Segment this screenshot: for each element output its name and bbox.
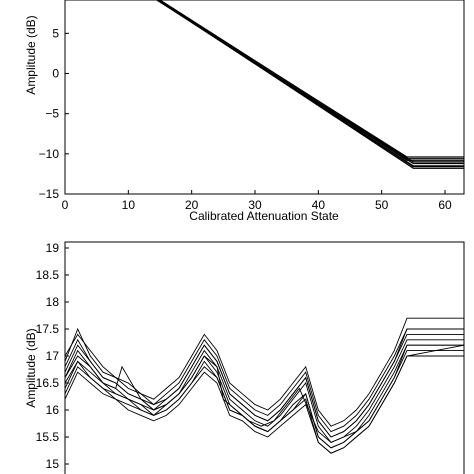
x-tick-label: 10 (122, 198, 136, 212)
y-tick-label: 16 (46, 403, 60, 417)
x-tick-label: 20 (185, 198, 199, 212)
top-x-ticks: 0 10 20 30 40 50 60 (62, 190, 452, 212)
top-x-axis-label: Calibrated Attenuation State (189, 209, 339, 223)
top-plot-area (64, 0, 465, 195)
series-line-10 (64, 344, 464, 449)
top-chart: 0 10 20 30 40 50 60 −15 −10 −5 0 5 Calibrated Atte… (24, 0, 465, 223)
y-tick-label: 17.5 (36, 322, 60, 336)
top-y-axis-label: Amplitude (dB) (24, 15, 38, 94)
bottom-plot-area (64, 241, 465, 474)
series-line-8 (155, 0, 464, 168)
y-tick-label: 17 (46, 349, 60, 363)
y-tick-label: 15 (46, 457, 60, 471)
y-tick-label: 18 (46, 295, 60, 309)
top-series-lines (155, 0, 464, 169)
y-tick-label: 0 (52, 67, 59, 81)
bottom-y-axis-label: Amplitude (dB) (24, 328, 38, 407)
x-tick-label: 40 (312, 198, 326, 212)
y-tick-label: 19 (46, 241, 60, 255)
y-tick-label: 5 (52, 26, 59, 40)
y-tick-label: −10 (39, 147, 60, 161)
y-tick-label: −15 (39, 187, 60, 201)
y-tick-label: 16.5 (36, 376, 60, 390)
x-tick-label: 50 (375, 198, 389, 212)
series-line-7 (64, 339, 464, 443)
y-tick-label: 15.5 (36, 430, 60, 444)
series-line-3 (158, 0, 464, 163)
top-y-ticks: −15 −10 −5 0 5 (39, 26, 69, 201)
y-tick-label: 18.5 (36, 268, 60, 282)
series-line-7 (157, 0, 464, 158)
x-tick-label: 30 (248, 198, 262, 212)
y-tick-label: −5 (45, 107, 59, 121)
series-line-4 (64, 317, 464, 427)
bottom-y-ticks: 15 15.5 16 16.5 17 17.5 18 18.5 19 (36, 241, 69, 471)
bottom-chart: 15 15.5 16 16.5 17 17.5 18 18.5 19 Amplitude (dB… (24, 241, 465, 474)
bottom-series-lines (64, 317, 465, 454)
series-line-6 (64, 327, 464, 433)
series-line-8 (64, 328, 464, 438)
x-tick-label: 60 (438, 198, 452, 212)
x-tick-label: 0 (62, 198, 69, 212)
